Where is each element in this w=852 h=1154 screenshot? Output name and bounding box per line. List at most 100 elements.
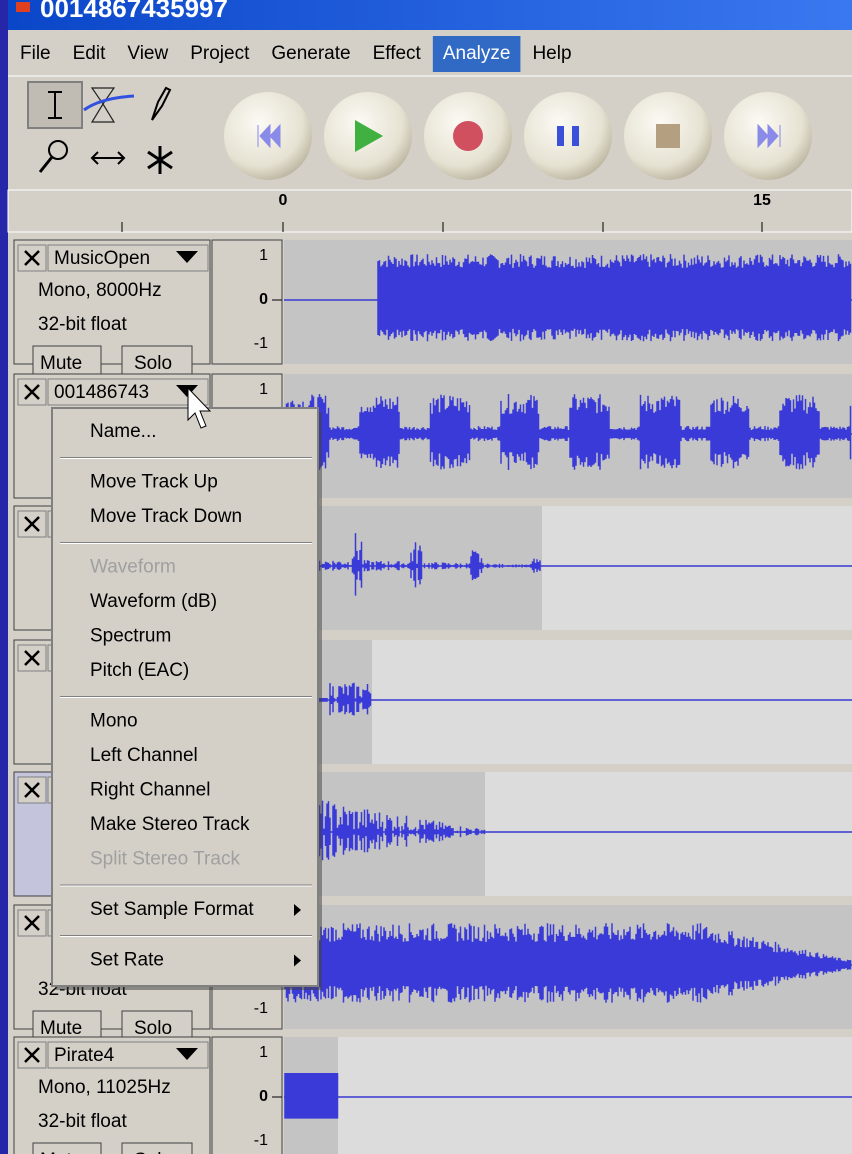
track-format: 32-bit float bbox=[38, 1111, 127, 1132]
menu-item[interactable]: File bbox=[20, 43, 51, 64]
menu-item: Waveform bbox=[90, 557, 176, 578]
icon bbox=[38, 156, 54, 173]
solo-button[interactable] bbox=[121, 1010, 193, 1042]
tools bbox=[27, 81, 173, 174]
scale-label: 0 bbox=[259, 291, 268, 308]
mute-button[interactable] bbox=[32, 1010, 102, 1042]
mute-button[interactable] bbox=[32, 1142, 102, 1154]
submenu-arrow bbox=[294, 954, 301, 967]
ruler bbox=[7, 189, 852, 233]
tool-select[interactable] bbox=[27, 81, 83, 129]
menu-item[interactable]: Mono bbox=[90, 711, 138, 732]
app-icon bbox=[16, 2, 30, 12]
window-title: 0014867435997 bbox=[40, 0, 228, 23]
context-menu: Name... Move Track Up Move Track Down Wavef… bbox=[51, 407, 322, 990]
menu-item[interactable]: Move Track Up bbox=[90, 472, 218, 493]
menu-item[interactable]: Set Rate bbox=[90, 950, 164, 971]
dropdown-arrow bbox=[176, 1048, 198, 1060]
track-name-button[interactable] bbox=[47, 1041, 209, 1069]
menu-item[interactable]: Analyze bbox=[443, 43, 511, 64]
solo-label: Solo bbox=[134, 1150, 172, 1154]
menu-item[interactable]: Project bbox=[190, 43, 250, 64]
icon bbox=[757, 123, 781, 149]
tool-zoom[interactable] bbox=[48, 140, 68, 160]
solo-button[interactable] bbox=[121, 345, 193, 377]
track-rate: Mono, 11025Hz bbox=[38, 1077, 171, 1098]
track-format: 32-bit float bbox=[38, 314, 127, 335]
menu-item[interactable]: View bbox=[127, 43, 168, 64]
menu-item[interactable]: Waveform (dB) bbox=[90, 591, 217, 612]
mute-label: Mute bbox=[40, 1150, 82, 1154]
amplitude-scale bbox=[211, 1036, 283, 1154]
submenu-arrow bbox=[294, 904, 301, 916]
ruler-label: 15 bbox=[753, 192, 771, 209]
scale-label: -1 bbox=[254, 1132, 268, 1149]
scale-label: 0 bbox=[259, 1088, 268, 1105]
menu-item[interactable]: Name... bbox=[90, 421, 157, 442]
menu-item[interactable]: Spectrum bbox=[90, 626, 171, 647]
menu-item[interactable]: Make Stereo Track bbox=[90, 814, 250, 835]
menu-bar: File Edit View Project Generate Effect Analyze… bbox=[20, 36, 572, 72]
track-name-button[interactable] bbox=[47, 244, 209, 272]
waveform bbox=[284, 1073, 339, 1119]
ruler-label: 0 bbox=[279, 192, 288, 209]
mute-label: Mute bbox=[40, 1018, 82, 1039]
icon bbox=[24, 782, 40, 798]
solo-label: Solo bbox=[134, 353, 172, 374]
transport bbox=[224, 92, 812, 180]
menu-item[interactable]: Left Channel bbox=[90, 745, 198, 766]
tool-envelope[interactable] bbox=[90, 87, 116, 123]
ruler-ticks: 0 15 bbox=[121, 192, 771, 232]
menu-item[interactable]: Move Track Down bbox=[90, 506, 242, 527]
scale-label: -1 bbox=[254, 1000, 268, 1017]
menu-item[interactable]: Generate bbox=[271, 43, 350, 64]
icon bbox=[355, 120, 383, 152]
solo-button[interactable] bbox=[121, 1142, 193, 1154]
scale-label: 1 bbox=[259, 1044, 268, 1061]
icon bbox=[257, 123, 281, 149]
scale-label: 1 bbox=[259, 381, 268, 398]
menu-item[interactable]: Set Sample Format bbox=[90, 899, 254, 920]
menu-highlight bbox=[432, 36, 521, 72]
menu-item[interactable]: Right Channel bbox=[90, 780, 210, 801]
track-name: Pirate4 bbox=[54, 1045, 115, 1066]
menu-item[interactable]: Pitch (EAC) bbox=[90, 660, 189, 681]
track-rate: Mono, 8000Hz bbox=[38, 280, 162, 301]
icon bbox=[24, 250, 40, 266]
track-name-button[interactable] bbox=[47, 378, 209, 406]
icon bbox=[24, 384, 40, 400]
tool-draw[interactable] bbox=[151, 86, 172, 121]
mouse-cursor bbox=[187, 386, 212, 429]
tool-timeshift[interactable] bbox=[90, 151, 126, 165]
menu-item[interactable]: Help bbox=[532, 43, 571, 64]
icon bbox=[656, 124, 680, 148]
track-name: 001486743 bbox=[54, 382, 149, 403]
menu-item[interactable]: Edit bbox=[73, 43, 106, 64]
icon bbox=[24, 1047, 40, 1063]
waveform-area bbox=[284, 640, 852, 764]
mute-label: Mute bbox=[40, 353, 82, 374]
icon bbox=[24, 516, 40, 532]
track-name: MusicOpen bbox=[54, 248, 150, 269]
tool-multi[interactable] bbox=[147, 146, 173, 174]
waveform-area bbox=[284, 1037, 852, 1154]
menu-item[interactable]: Effect bbox=[373, 43, 422, 64]
icon bbox=[453, 121, 483, 151]
waveform bbox=[377, 254, 852, 342]
title-bar bbox=[8, 0, 852, 30]
scale-label: 1 bbox=[259, 247, 268, 264]
dropdown-arrow bbox=[176, 385, 198, 397]
icon bbox=[24, 915, 40, 931]
solo-label: Solo bbox=[134, 1018, 172, 1039]
menu-item: Split Stereo Track bbox=[90, 849, 240, 870]
icon bbox=[83, 94, 135, 112]
dropdown-arrow bbox=[176, 251, 198, 263]
scale-label: -1 bbox=[254, 335, 268, 352]
icon bbox=[557, 126, 579, 146]
icon bbox=[24, 650, 40, 666]
amplitude-scale bbox=[211, 239, 283, 365]
pause[interactable] bbox=[524, 92, 612, 180]
mute-button[interactable] bbox=[32, 345, 102, 377]
icon bbox=[48, 91, 62, 119]
